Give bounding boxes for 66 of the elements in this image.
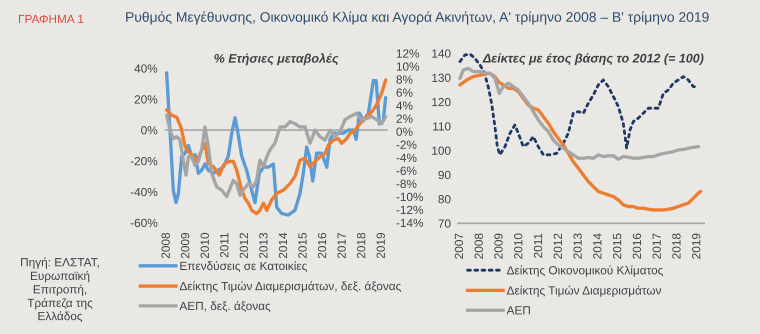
legend-label: Επενδύσεις σε Κατοικίες [180,261,307,272]
line-series [458,66,700,161]
text: Πηγή: ΕΛΣΤΑΤ, Ευρωπαϊκή Επιτροπή, Τράπεζα της Ελλάδος [21,257,99,322]
y-tick-label: 0% [141,126,158,134]
y-tick-label: -20% [130,156,158,166]
chart-title: % Ετήσιες μεταβολές [214,53,339,66]
x-tick-label: 2014 [278,232,288,258]
y-tick-label: 100 [432,146,451,155]
y-tick-label: 70 [438,219,451,228]
y2-tick-label: -14% [396,218,424,228]
x-tick-label: 2015 [612,234,622,259]
y2-tick-label: -4% [396,154,417,162]
x-tick-label: 2011 [220,233,228,258]
text: ΓΡΑΦΗΜΑ 1 [18,14,84,24]
x-tick-label: 2018 [356,232,366,258]
y2-tick-label: -8% [396,180,417,188]
x-tick-label: 2019 [692,234,700,259]
y2-tick-label: -2% [396,140,417,149]
y2-tick-label: 6% [396,88,413,97]
x-tick-label: 2017 [652,234,661,259]
y2-tick-label: -6% [396,166,417,175]
legend-label: Δείκτης Τιμών Διαμερισμάτων [506,286,662,297]
x-tick-label: 2012 [240,233,248,258]
x-tick-label: 2018 [672,234,681,259]
x-tick-label: 2016 [318,232,326,258]
y2-tick-label: 12% [396,49,420,58]
x-tick-label: 2015 [298,232,307,258]
x-tick-label: 2014 [593,233,602,259]
x-tick-label: 2012 [554,234,562,259]
y-tick-label: 140 [432,49,451,58]
y-tick-label: 90 [438,170,451,180]
y2-tick-label: 8% [396,75,413,84]
y2-tick-label: 0% [396,128,413,136]
x-tick-label: 2013 [573,234,582,259]
legend-label: Δείκτης Οικονομικού Κλίματος [506,265,663,277]
legend-label: ΑΕΠ, δεξ. άξονας [179,301,270,312]
y2-tick-label: 10% [396,62,420,71]
legend-label: Δείκτης Τιμών Διαμερισμάτων, δεξ. άξονας [180,281,401,293]
y-tick-label: 130 [432,74,451,82]
x-tick-label: 2010 [514,233,522,259]
y-tick-label: -60% [130,218,158,228]
y2-tick-label: 4% [396,102,413,110]
x-tick-label: 2009 [494,234,503,259]
x-tick-label: 2010 [200,232,209,258]
line-series [164,112,388,198]
y-tick-label: 40% [134,64,158,73]
x-tick-label: 2009 [181,232,190,258]
x-tick-label: 2008 [474,234,483,259]
x-tick-label: 2007 [454,234,464,259]
x-tick-label: 2011 [534,234,542,258]
y2-tick-label: 2% [396,114,413,123]
y-tick-label: -40% [130,188,158,196]
legend-label: ΑΕΠ [506,306,530,314]
x-tick-label: 2016 [632,234,642,259]
x-tick-label: 2013 [259,232,268,258]
x-tick-label: 2017 [337,233,346,258]
x-tick-label: 2008 [161,232,170,258]
y-tick-label: 80 [438,195,451,204]
y-tick-label: 20% [134,95,158,104]
y2-tick-label: -10% [396,192,424,202]
text: Ρυθμός Μεγέθυνσης, Οικονομικό Κλίμα και Αγορά Ακινήτων, Α' τρίμηνο 2008 – Β' τρίμηνο 2019 [126,11,709,25]
y-tick-label: 120 [432,98,451,106]
x-tick-label: 2019 [376,232,385,258]
y2-tick-label: -12% [396,206,424,214]
chart-title: Δείκτες με έτος βάσης το 2012 (= 100) [482,53,704,66]
y-tick-label: 110 [433,122,451,131]
